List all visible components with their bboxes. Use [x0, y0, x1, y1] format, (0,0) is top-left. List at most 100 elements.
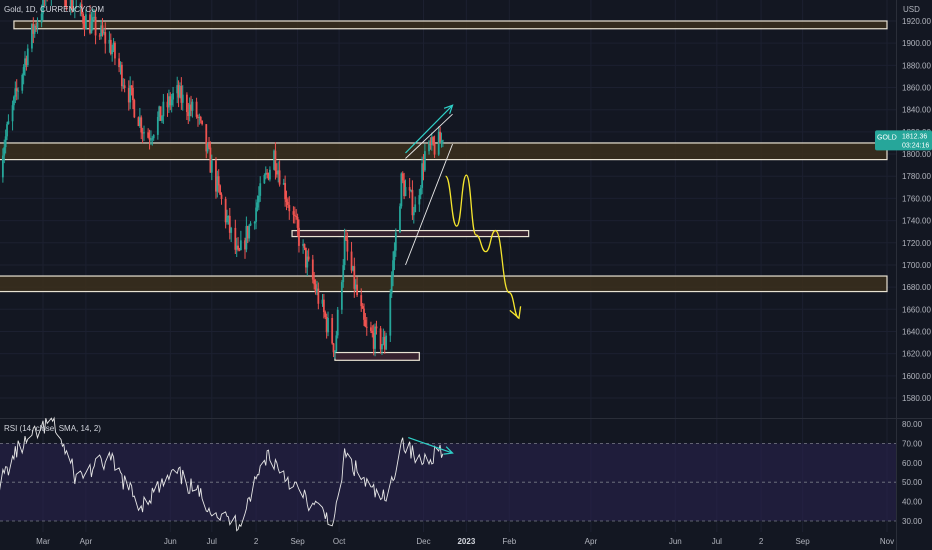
candle-body[interactable] [419, 187, 422, 196]
candle-body[interactable] [143, 132, 145, 134]
rsi-line[interactable] [0, 416, 444, 532]
candle-body[interactable] [176, 85, 179, 94]
candle-body[interactable] [350, 251, 353, 271]
candle-body[interactable] [269, 169, 271, 180]
candle-body[interactable] [331, 317, 334, 344]
candle-body[interactable] [162, 101, 165, 117]
candle-body[interactable] [336, 309, 339, 336]
candle-body[interactable] [353, 266, 356, 289]
candle-body[interactable] [31, 23, 33, 49]
candle-body[interactable] [201, 120, 204, 125]
candle-body[interactable] [216, 176, 219, 192]
candle-body[interactable] [246, 226, 249, 239]
candle-body[interactable] [257, 195, 260, 203]
candle-body[interactable] [219, 185, 222, 195]
candle-body[interactable] [440, 140, 443, 144]
candle-body[interactable] [197, 116, 199, 118]
time-axis[interactable]: Mar Apr Jun Jul 2 Sep Oct Dec 2023 Feb Apr Jun Jul 2 S… [36, 537, 894, 546]
candle-body[interactable] [383, 336, 386, 350]
candle-body[interactable] [147, 132, 150, 138]
candle-body[interactable] [190, 104, 192, 111]
candle-body[interactable] [374, 326, 376, 349]
candle-body[interactable] [227, 215, 230, 218]
candle-body[interactable] [187, 112, 190, 117]
candle-body[interactable] [6, 124, 8, 137]
candle-body[interactable] [185, 94, 188, 113]
candle-body[interactable] [428, 141, 430, 152]
candle-body[interactable] [199, 117, 202, 121]
candle-body[interactable] [15, 88, 18, 92]
candle-body[interactable] [394, 232, 397, 251]
candle-body[interactable] [133, 100, 136, 118]
candle-body[interactable] [327, 317, 329, 333]
candle-body[interactable] [119, 64, 122, 68]
candle-body[interactable] [401, 173, 404, 181]
candle-body[interactable] [421, 163, 424, 188]
candle-body[interactable] [130, 85, 133, 88]
candle-body[interactable] [148, 137, 151, 140]
candle-body[interactable] [249, 223, 252, 226]
candle-body[interactable] [263, 175, 266, 184]
candle-body[interactable] [25, 58, 28, 66]
candle-body[interactable] [408, 187, 411, 191]
candle-body[interactable] [122, 85, 125, 87]
candle-body[interactable] [123, 85, 126, 89]
candle-body[interactable] [82, 13, 85, 24]
candle-body[interactable] [255, 207, 257, 222]
candle-body[interactable] [208, 143, 210, 148]
candle-body[interactable] [168, 96, 170, 108]
candle-body[interactable] [410, 190, 412, 192]
candle-body[interactable] [379, 328, 382, 350]
candle-body[interactable] [303, 243, 306, 248]
candle-body[interactable] [324, 312, 327, 318]
candle-body[interactable] [150, 139, 152, 141]
candle-body[interactable] [237, 245, 239, 250]
candle-body[interactable] [198, 117, 201, 119]
candle-body[interactable] [111, 50, 114, 54]
candle-body[interactable] [422, 163, 425, 171]
candle-body[interactable] [100, 25, 103, 36]
candle-body[interactable] [432, 137, 435, 144]
candle-body[interactable] [228, 215, 231, 233]
candle-body[interactable] [346, 239, 349, 252]
candle-body[interactable] [79, 4, 82, 7]
candle-body[interactable] [302, 243, 305, 246]
candle-body[interactable] [382, 336, 385, 345]
candle-body[interactable] [220, 194, 223, 199]
candle-body[interactable] [4, 136, 7, 148]
candle-body[interactable] [313, 279, 316, 285]
candle-body[interactable] [437, 131, 440, 155]
candle-body[interactable] [361, 306, 364, 309]
candle-body[interactable] [69, 0, 72, 9]
candle-body[interactable] [93, 16, 96, 18]
candle-body[interactable] [430, 137, 433, 146]
candle-body[interactable] [195, 101, 198, 117]
candle-body[interactable] [42, 0, 44, 14]
candle-body[interactable] [285, 199, 288, 202]
candle-body[interactable] [127, 88, 130, 103]
candle-body[interactable] [215, 160, 217, 192]
candle-body[interactable] [36, 22, 39, 28]
candle-body[interactable] [132, 87, 134, 101]
candle-body[interactable] [404, 187, 407, 197]
candle-body[interactable] [169, 96, 172, 106]
candle-body[interactable] [129, 85, 132, 103]
candle-body[interactable] [102, 32, 105, 34]
candle-body[interactable] [392, 260, 394, 277]
candle-body[interactable] [370, 327, 372, 331]
candle-body[interactable] [120, 64, 123, 87]
candle-body[interactable] [24, 58, 26, 68]
candle-body[interactable] [112, 42, 115, 51]
candle-body[interactable] [75, 6, 78, 9]
candle-body[interactable] [296, 216, 299, 228]
rsi-axis[interactable]: 80.00 70.00 60.00 50.00 40.00 30.00 [902, 420, 923, 526]
candle-body[interactable] [411, 190, 414, 216]
candle-body[interactable] [286, 201, 289, 205]
candle-body[interactable] [278, 170, 281, 185]
candle-body[interactable] [372, 333, 375, 349]
candle-body[interactable] [32, 23, 35, 34]
candle-body[interactable] [277, 170, 280, 175]
candle-body[interactable] [94, 16, 97, 36]
candle-body[interactable] [33, 25, 36, 34]
